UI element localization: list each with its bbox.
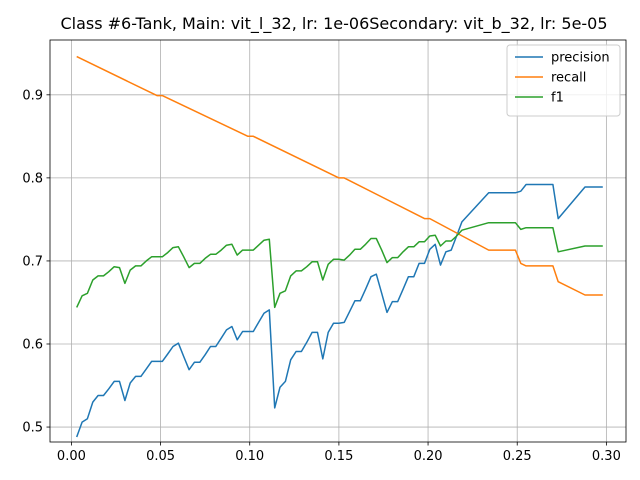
- legend-label-recall: recall: [551, 71, 586, 86]
- legend-label-f1: f1: [551, 91, 564, 106]
- axis-ticks: 0.00 0.05 0.10 0.15 0.20 0.25 0.30 0.5 0.6 0.7 0.8…: [22, 88, 621, 464]
- plot-frame: [49, 39, 627, 443]
- x-tick-label: 0.30: [592, 449, 621, 464]
- legend-box: [506, 44, 621, 117]
- series-line-precision: [75, 183, 603, 438]
- x-tick-label: 0.10: [235, 449, 264, 464]
- y-tick-label: 0.5: [22, 421, 43, 436]
- series-lines: [75, 55, 603, 438]
- y-tick-label: 0.9: [22, 88, 43, 103]
- series-line-f1: [76, 221, 603, 309]
- y-tick-label: 0.8: [22, 171, 43, 186]
- chart-title: Class #6-Tank, Main: vit_l_32, lr: 1e-06…: [60, 14, 607, 34]
- y-tick-label: 0.7: [22, 254, 43, 269]
- x-tick-label: 0.00: [57, 449, 86, 464]
- legend: precision recall f1: [506, 44, 621, 117]
- x-tick-label: 0.15: [324, 449, 353, 464]
- x-tick-label: 0.20: [414, 449, 443, 464]
- x-tick-label: 0.25: [503, 449, 532, 464]
- x-tick-label: 0.05: [146, 449, 175, 464]
- legend-label-precision: precision: [551, 51, 610, 66]
- series-line-recall: [76, 55, 603, 296]
- y-tick-label: 0.6: [22, 337, 43, 352]
